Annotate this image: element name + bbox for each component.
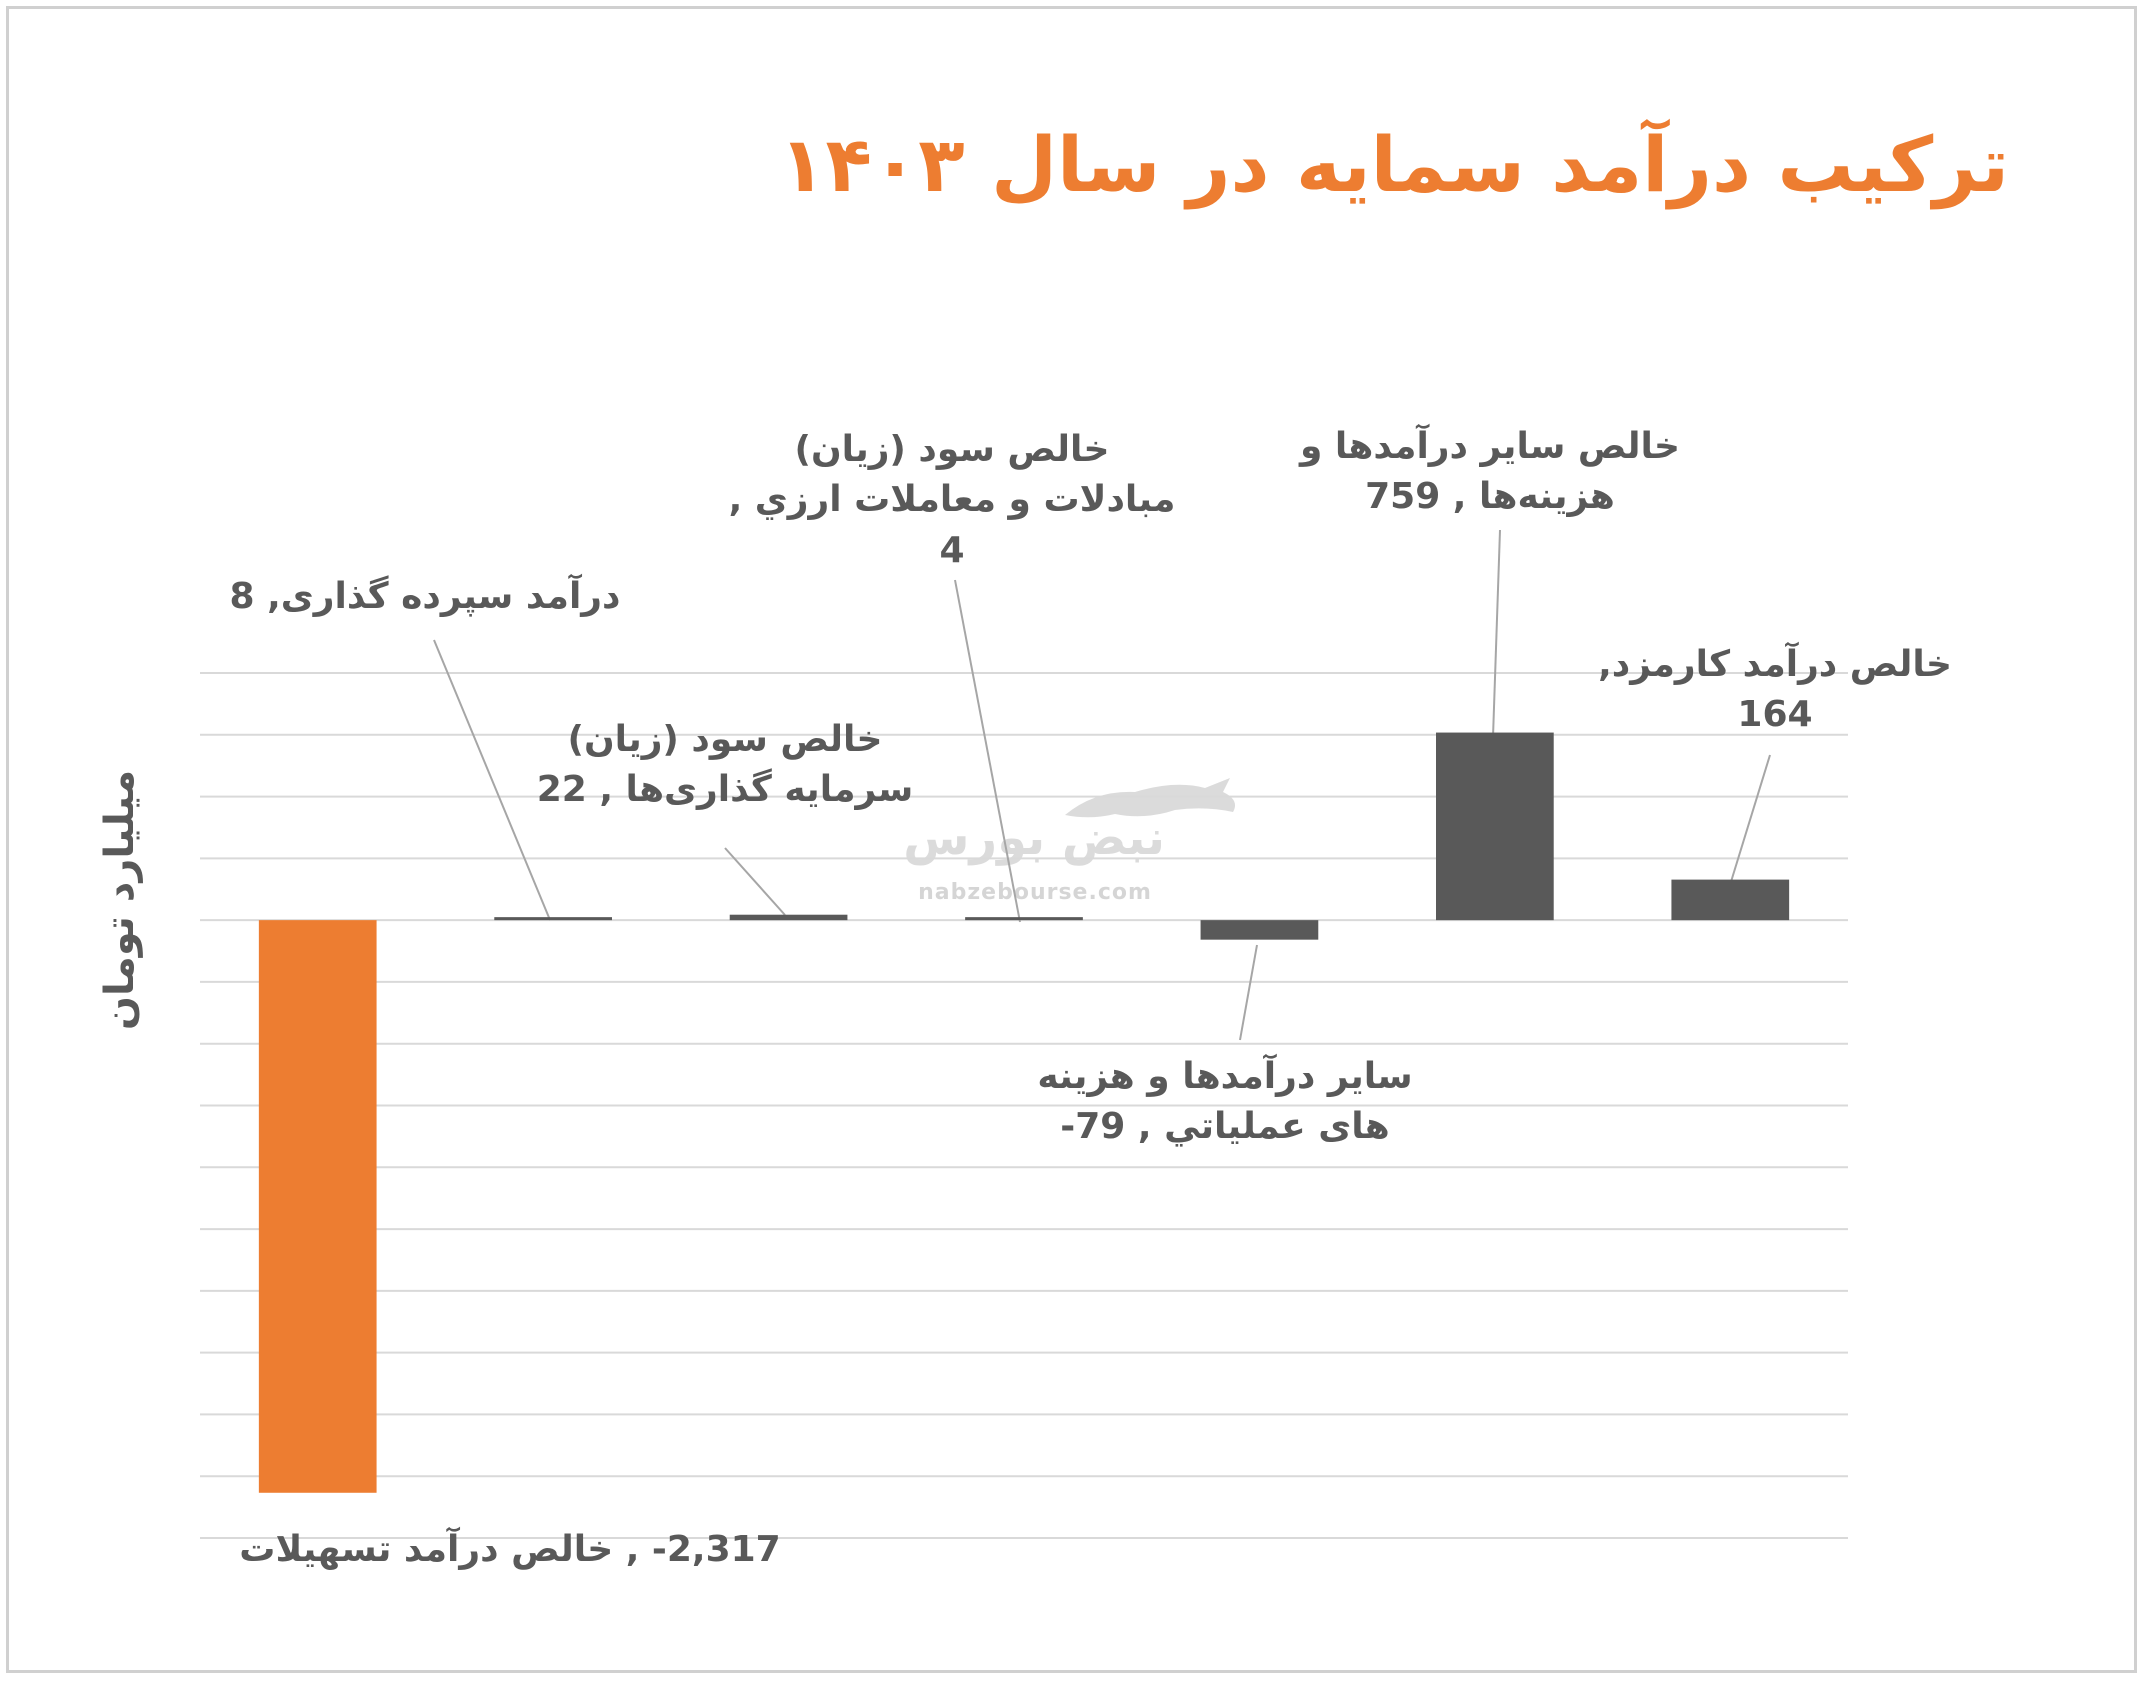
bar-4 [1200,920,1319,940]
leader-line-4 [1239,944,1258,1041]
bar-0 [258,920,377,1493]
data-label-line: سرمایه گذاری‌ها , 22 [536,769,914,811]
watermark-url: nabzebourse.com [918,880,1152,905]
watermark: نبض بورس nabzebourse.com [903,770,1245,920]
data-label-line: 164 [1737,694,1813,736]
bar-5 [1436,732,1554,921]
bull-icon [1065,778,1236,818]
data-label-line: مبادلات و معاملات ارزي , [728,479,1176,521]
grid-lines [200,672,1848,1539]
leader-lines [433,529,1771,1041]
bars [258,732,1790,1493]
data-label-line: درآمد سپرده گذاری, 8 [229,576,621,617]
data-label-line: های عملیاتي , 79- [1060,1106,1390,1148]
leader-line-3 [954,579,1021,923]
data-label-6: خالص درآمد کارمزد, 164 [1598,640,1952,741]
bar-1 [494,917,612,921]
leader-line-1 [433,639,551,921]
data-label-line: سایر درآمدها و هزینه [1037,1056,1413,1097]
bar-3 [965,917,1083,921]
bar-2 [729,914,848,921]
data-label-5: خالص سایر درآمدها و هزینه‌ها , 759 [1300,422,1680,523]
chart-title: ترکیب درآمد سمایه در سال ۱۴۰۳ [779,120,2009,209]
data-label-line: خالص سایر درآمدها و [1299,426,1681,467]
data-label-4: سایر درآمدها و هزینه های عملیاتي , 79- [1037,1052,1412,1153]
leader-line-2 [724,847,786,916]
bar-6 [1671,879,1790,921]
data-label-line: هزینه‌ها , 759 [1365,476,1615,518]
data-label-line: خالص سود (زیان) [794,429,1110,470]
data-label-line: خالص سود (زیان) [567,719,883,760]
leader-line-6 [1729,754,1771,886]
data-label-0: 2,317- , خالص درآمد تسهیلات [239,1525,780,1575]
chart-frame [6,6,2137,1673]
leader-line-5 [1492,529,1501,738]
data-label-line: 4 [939,529,965,571]
watermark-brand: نبض بورس [903,810,1165,866]
data-label-3: خالص سود (زیان) مبادلات و معاملات ارزي , 4 [729,425,1176,576]
data-label-1: درآمد سپرده گذاری, 8 [230,572,621,622]
data-label-line: 2,317- , خالص درآمد تسهیلات [239,1529,781,1570]
data-label-2: خالص سود (زیان) سرمایه گذاری‌ها , 22 [537,715,914,816]
data-label-line: خالص درآمد کارمزد, [1598,644,1952,685]
